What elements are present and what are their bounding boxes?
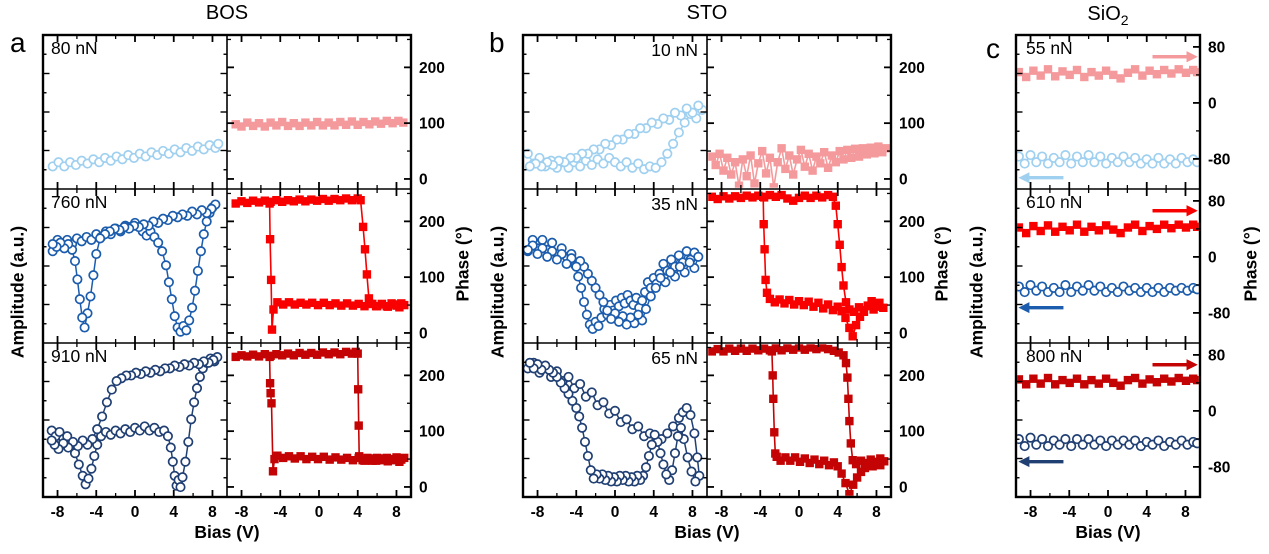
svg-text:8: 8 [208, 504, 217, 521]
svg-text:0: 0 [899, 171, 908, 188]
force-label-a-910nN: 910 nN [51, 346, 108, 366]
svg-text:4: 4 [833, 504, 842, 521]
svg-text:100: 100 [419, 424, 445, 441]
svg-text:-4: -4 [569, 504, 583, 521]
panel-a-letter: a [10, 27, 26, 58]
panel-a-title: BOS [43, 2, 411, 25]
svg-text:0: 0 [1104, 504, 1113, 521]
panel-b-canvas: 0 100 200 0 100 200 -8 -4 0 4 8 -8 -4 0 4 8 0 100 200 [521, 33, 925, 521]
svg-text:-80: -80 [1208, 459, 1230, 476]
svg-text:-4: -4 [273, 504, 287, 521]
subplot-a-row1-amp [47, 138, 224, 172]
svg-text:200: 200 [899, 368, 925, 385]
svg-text:-8: -8 [1024, 504, 1038, 521]
panel-b-amplitude-axis-label: Amplitude (a.u.) [487, 225, 508, 359]
svg-text:0: 0 [315, 504, 324, 521]
svg-text:100: 100 [899, 116, 925, 133]
svg-text:100: 100 [899, 270, 925, 287]
panel-b-title: STO [523, 2, 891, 25]
force-label-c-610nN: 610 nN [1026, 192, 1083, 212]
subplot-b-row2-amp [524, 234, 704, 334]
panel-a-x-axis-label: Bias (V) [194, 522, 260, 542]
svg-text:80: 80 [1208, 347, 1225, 364]
panel-c-title-subscript: 2 [1120, 12, 1129, 28]
svg-text:200: 200 [419, 60, 445, 77]
svg-text:100: 100 [899, 424, 925, 441]
panel-c-amplitude-axis-label: Amplitude (a.u.) [966, 225, 987, 359]
panel-c-phase-axis-label: Phase (°) [1240, 226, 1261, 302]
svg-text:-8: -8 [531, 504, 545, 521]
force-label-c-55nN: 55 nN [1026, 38, 1073, 58]
svg-text:200: 200 [899, 60, 925, 77]
subplot-c-row1-combo [1017, 65, 1199, 169]
panel-c-letter: c [986, 33, 1000, 64]
subplot-a-row3-phase [231, 347, 409, 476]
svg-text:200: 200 [419, 214, 445, 231]
svg-text:0: 0 [1208, 249, 1217, 266]
force-label-a-80nN: 80 nN [51, 38, 98, 58]
panel-b-x-axis-label: Bias (V) [674, 522, 740, 542]
svg-text:8: 8 [1181, 504, 1190, 521]
svg-text:0: 0 [1208, 95, 1217, 112]
svg-text:100: 100 [419, 270, 445, 287]
subplot-c-row2-combo [1017, 220, 1199, 298]
svg-text:100: 100 [419, 116, 445, 133]
svg-text:0: 0 [131, 504, 140, 521]
svg-text:0: 0 [611, 504, 620, 521]
subplot-b-row3-phase [708, 344, 889, 496]
svg-text:-4: -4 [89, 504, 103, 521]
panel-b-title-text: STO [686, 2, 728, 24]
svg-text:-80: -80 [1208, 151, 1230, 168]
subplot-b-row1-phase [708, 142, 890, 188]
svg-text:-8: -8 [51, 504, 65, 521]
force-label-c-800nN: 800 nN [1026, 346, 1083, 366]
force-label-a-760nN: 760 nN [51, 192, 108, 212]
svg-text:-4: -4 [753, 504, 767, 521]
svg-text:-4: -4 [1062, 504, 1076, 521]
svg-text:8: 8 [392, 504, 401, 521]
subplot-a-row2-phase [231, 194, 409, 334]
subplot-b-row1-amp [524, 100, 706, 175]
panel-c-x-axis-label: Bias (V) [1075, 522, 1141, 542]
force-label-b-65nN: 65 nN [651, 348, 698, 368]
svg-text:4: 4 [353, 504, 362, 521]
panel-a-canvas: 0 100 200 0 100 200 -8 -4 0 4 8 -8 -4 0 4 8 0 100 200 [41, 33, 445, 521]
panel-b-letter: b [489, 27, 505, 58]
svg-text:-80: -80 [1208, 305, 1230, 322]
svg-text:200: 200 [899, 214, 925, 231]
panel-b-phase-axis-label: Phase (°) [931, 226, 952, 302]
panel-c-title: SiO2 [1016, 3, 1200, 28]
subplot-a-row1-phase [231, 116, 408, 131]
subplot-b-row2-phase [708, 190, 888, 341]
force-label-b-10nN: 10 nN [651, 40, 698, 60]
svg-text:-8: -8 [235, 504, 249, 521]
svg-text:80: 80 [1208, 193, 1225, 210]
svg-text:8: 8 [872, 504, 881, 521]
svg-text:0: 0 [419, 325, 428, 342]
svg-text:-8: -8 [715, 504, 729, 521]
svg-text:0: 0 [795, 504, 804, 521]
svg-text:4: 4 [649, 504, 658, 521]
panel-c-canvas: 80 0 -80 80 0 -80 -8 -4 0 4 8 80 0 -80 [1014, 33, 1230, 521]
svg-text:4: 4 [169, 504, 178, 521]
panel-c-title-text: SiO [1087, 3, 1121, 25]
svg-text:0: 0 [899, 325, 908, 342]
svg-text:0: 0 [419, 171, 428, 188]
svg-text:4: 4 [1142, 504, 1151, 521]
subplot-a-row3-amp [46, 352, 223, 493]
svg-text:200: 200 [419, 368, 445, 385]
panel-a-title-text: BOS [205, 2, 249, 24]
force-label-b-35nN: 35 nN [651, 194, 698, 214]
panel-a-amplitude-axis-label: Amplitude (a.u.) [7, 225, 28, 359]
subplot-b-row3-amp [524, 357, 705, 487]
svg-text:80: 80 [1208, 39, 1225, 56]
svg-text:0: 0 [1208, 403, 1217, 420]
panel-a-phase-axis-label: Phase (°) [452, 226, 473, 302]
subplot-a-row2-amp [47, 199, 221, 337]
svg-text:8: 8 [688, 504, 697, 521]
subplot-c-row3-combo [1017, 373, 1199, 452]
svg-text:0: 0 [419, 479, 428, 496]
svg-text:0: 0 [899, 479, 908, 496]
